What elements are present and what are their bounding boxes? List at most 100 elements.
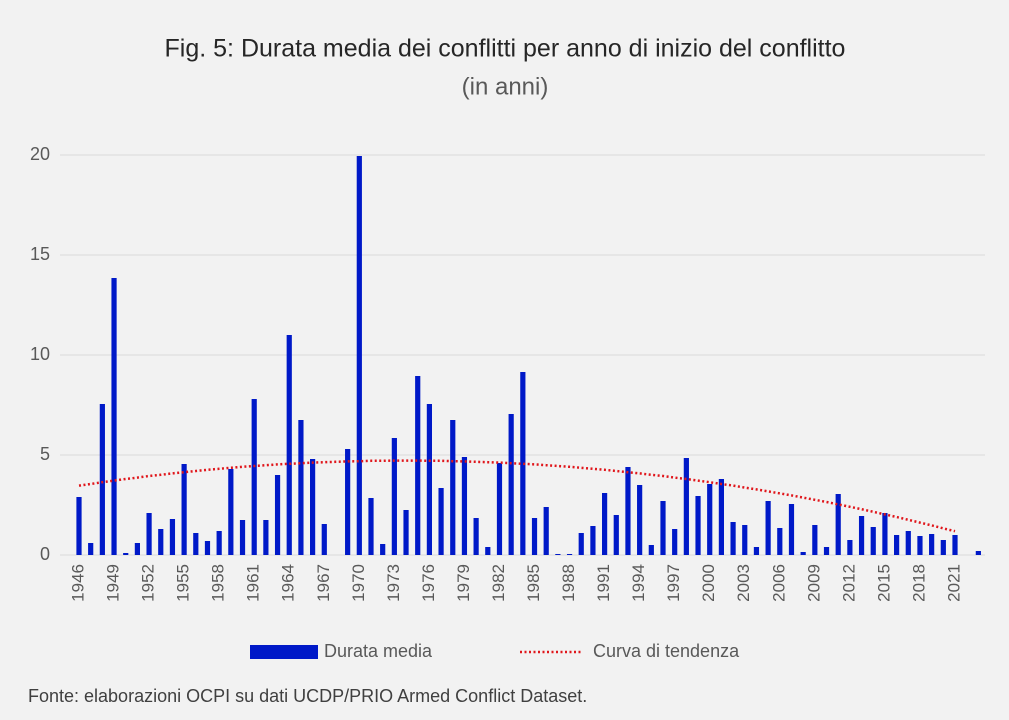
bar <box>531 518 538 555</box>
bar <box>870 527 876 555</box>
bar <box>602 493 608 555</box>
bar <box>111 278 117 555</box>
bar <box>777 528 783 555</box>
bar <box>625 467 631 555</box>
y-tick-label: 20 <box>30 144 50 164</box>
bar <box>882 513 888 555</box>
bar <box>134 543 140 555</box>
source-note: Fonte: elaborazioni OCPI su dati UCDP/PR… <box>28 686 587 706</box>
x-tick-label: 1973 <box>384 564 403 602</box>
bar <box>765 501 771 555</box>
bar <box>613 515 619 555</box>
bar <box>753 547 760 555</box>
bar <box>812 525 818 555</box>
bar <box>578 533 584 555</box>
bar <box>952 535 958 555</box>
x-tick-label: 2012 <box>839 564 858 602</box>
bar <box>695 496 701 555</box>
legend-label: Curva di tendenza <box>593 641 740 661</box>
bar <box>683 458 689 555</box>
bar <box>496 463 503 555</box>
bar <box>823 547 830 555</box>
bar <box>450 420 456 555</box>
bar <box>905 531 911 555</box>
x-tick-label: 1970 <box>349 564 368 602</box>
bar <box>929 534 935 555</box>
x-tick-label: 1982 <box>489 564 508 602</box>
x-tick-label: 1979 <box>454 564 473 602</box>
bar <box>403 510 409 555</box>
bar <box>590 526 596 555</box>
chart-subtitle: (in anni) <box>462 73 549 100</box>
y-tick-label: 0 <box>40 544 50 564</box>
y-tick-label: 10 <box>30 344 50 364</box>
x-tick-label: 1988 <box>559 564 578 602</box>
bar <box>415 376 421 555</box>
bar <box>660 501 666 555</box>
bar <box>239 520 246 555</box>
x-tick-label: 2009 <box>804 564 823 602</box>
bar <box>345 449 351 555</box>
x-tick-label: 1961 <box>244 564 263 602</box>
x-tick-label: 2021 <box>944 564 963 602</box>
x-tick-label: 1955 <box>174 564 193 602</box>
bar <box>485 547 491 555</box>
bar <box>193 533 199 555</box>
x-tick-label: 2006 <box>769 564 788 602</box>
bar <box>847 540 853 555</box>
bar <box>146 513 152 555</box>
bar <box>228 469 234 555</box>
bar <box>204 541 211 555</box>
trend-line <box>78 459 956 533</box>
legend-label: Durata media <box>324 641 433 661</box>
bar <box>274 475 281 555</box>
bar <box>380 544 386 555</box>
bar <box>894 535 900 555</box>
bar <box>298 420 304 555</box>
bar <box>566 554 573 555</box>
bar <box>368 498 374 555</box>
bar <box>181 464 187 555</box>
bar <box>730 522 736 555</box>
x-tick-label: 1949 <box>104 564 123 602</box>
bar <box>707 484 713 555</box>
bar <box>263 520 269 555</box>
bar <box>88 543 94 555</box>
x-tick-label: 2003 <box>734 564 753 602</box>
x-tick-label: 1994 <box>629 564 648 602</box>
bar <box>123 553 129 555</box>
x-tick-label: 2018 <box>909 564 928 602</box>
y-tick-label: 5 <box>40 444 50 464</box>
bar <box>426 404 432 555</box>
bar <box>473 518 479 555</box>
x-tick-label: 1976 <box>419 564 438 602</box>
bar <box>99 404 105 555</box>
x-tick-label: 2000 <box>699 564 718 602</box>
x-tick-label: 2015 <box>874 564 893 602</box>
y-tick-label: 15 <box>30 244 50 264</box>
bar <box>835 494 841 555</box>
bar <box>216 531 222 555</box>
bar <box>520 372 526 555</box>
bar <box>648 545 654 555</box>
bar <box>858 516 865 555</box>
bar <box>461 457 468 555</box>
bar <box>251 399 257 555</box>
bar <box>672 529 678 555</box>
bar <box>637 485 643 555</box>
x-tick-label: 1964 <box>279 564 298 602</box>
bar <box>555 554 561 555</box>
bar <box>788 504 795 555</box>
bar <box>158 529 164 555</box>
bar <box>391 438 397 555</box>
bar <box>800 552 806 555</box>
bar <box>310 459 316 555</box>
x-tick-label: 1967 <box>314 564 333 602</box>
legend-swatch <box>250 645 318 659</box>
x-tick-label: 1958 <box>209 564 228 602</box>
x-tick-label: 1985 <box>524 564 543 602</box>
bar <box>718 479 724 555</box>
x-tick-label: 1952 <box>139 564 158 602</box>
